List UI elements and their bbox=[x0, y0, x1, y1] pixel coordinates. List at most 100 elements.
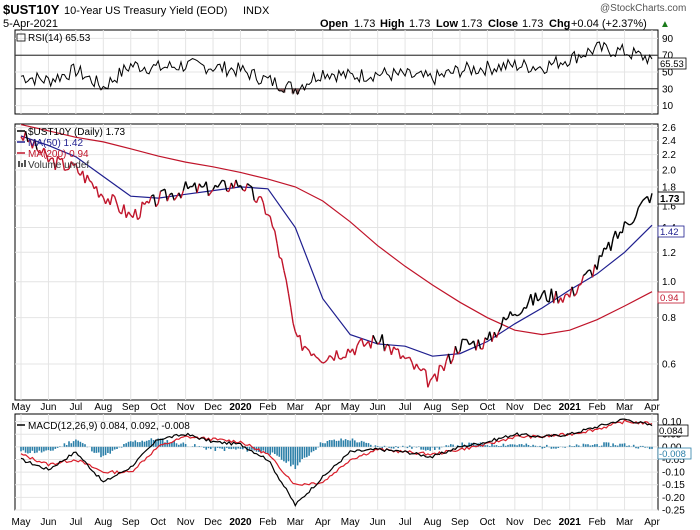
price-segment bbox=[571, 286, 575, 297]
price-segment bbox=[255, 196, 260, 203]
price-segment bbox=[466, 339, 470, 345]
price-segment bbox=[532, 292, 537, 306]
price-segment bbox=[187, 186, 191, 190]
price-segment bbox=[219, 179, 223, 185]
price-segment bbox=[422, 368, 427, 371]
price-segment bbox=[591, 264, 596, 278]
price-legend: $UST10Y (Daily) 1.73 bbox=[28, 127, 126, 138]
month-label: Apr bbox=[315, 517, 331, 528]
price-segment bbox=[139, 201, 143, 218]
macd-tick-label: -0.25 bbox=[662, 506, 685, 517]
price-segment bbox=[635, 207, 639, 217]
price-segment bbox=[212, 184, 216, 191]
month-label: Sep bbox=[122, 517, 140, 528]
date: 5-Apr-2021 bbox=[3, 18, 58, 30]
svg-text:-0.008: -0.008 bbox=[659, 449, 686, 460]
month-label: Nov bbox=[177, 517, 195, 528]
price-segment bbox=[573, 292, 578, 297]
price-segment bbox=[402, 355, 406, 360]
price-segment bbox=[628, 223, 632, 226]
price-segment bbox=[578, 283, 582, 286]
rsi-value-box: 65.53 bbox=[657, 57, 687, 70]
month-label: Feb bbox=[589, 402, 607, 413]
price-tick-label: 1.8 bbox=[662, 182, 676, 193]
ma200-legend: MA(200) 0.94 bbox=[28, 149, 89, 160]
price-tick-label: 2.0 bbox=[662, 165, 676, 176]
price-segment bbox=[171, 192, 175, 201]
month-label: Sep bbox=[122, 402, 140, 413]
price-segment bbox=[377, 341, 381, 345]
rsi-tick-label: 10 bbox=[662, 101, 674, 112]
price-segment bbox=[495, 331, 500, 338]
month-label: 2020 bbox=[229, 517, 252, 528]
price-segment bbox=[299, 335, 303, 351]
price-segment bbox=[457, 350, 461, 355]
close-value: 1.73 bbox=[522, 18, 543, 30]
low-value: 1.73 bbox=[461, 18, 482, 30]
watermark: @StockCharts.com bbox=[600, 3, 686, 14]
price-segment bbox=[228, 182, 232, 192]
price-segment bbox=[127, 211, 132, 216]
price-segment bbox=[320, 360, 324, 364]
month-label: Jun bbox=[370, 402, 386, 413]
price-segment bbox=[333, 350, 338, 361]
month-label: Mar bbox=[616, 517, 634, 528]
price-segment bbox=[543, 290, 548, 302]
price-segment bbox=[57, 155, 61, 161]
price-segment bbox=[454, 346, 459, 355]
price-segment bbox=[66, 168, 70, 171]
month-label: Sep bbox=[451, 517, 469, 528]
price-segment bbox=[340, 356, 344, 360]
price-segment bbox=[409, 357, 413, 363]
description: 10-Year US Treasury Yield (EOD) bbox=[64, 5, 227, 17]
price-segment bbox=[439, 364, 442, 367]
price-segment bbox=[95, 186, 100, 198]
month-label: May bbox=[12, 402, 31, 413]
price-segment bbox=[335, 350, 340, 359]
price-segment bbox=[260, 196, 264, 204]
price-segment bbox=[633, 215, 637, 222]
price-segment bbox=[601, 247, 605, 257]
macd-value-box: 0.084 bbox=[657, 424, 689, 437]
month-label: Feb bbox=[259, 402, 277, 413]
price-segment bbox=[329, 354, 333, 358]
ma50-value-box: 1.42 bbox=[657, 225, 685, 238]
price-segment bbox=[201, 185, 205, 188]
price-segment bbox=[372, 335, 377, 341]
chg-value: +0.04 (+2.37%) bbox=[571, 18, 647, 30]
price-segment bbox=[324, 359, 328, 363]
month-label: Oct bbox=[150, 402, 166, 413]
ma50-legend: MA(50) 1.42 bbox=[28, 138, 83, 149]
price-segment bbox=[326, 355, 331, 361]
close-label: Close bbox=[488, 18, 518, 30]
price-segment bbox=[582, 273, 587, 277]
price-segment bbox=[75, 163, 79, 173]
rsi-plot bbox=[15, 41, 658, 96]
price-segment bbox=[617, 231, 621, 239]
low-label: Low bbox=[436, 18, 458, 30]
price-segment bbox=[637, 203, 642, 209]
price-tick-label: 0.6 bbox=[662, 360, 676, 371]
open-value: 1.73 bbox=[354, 18, 375, 30]
price-segment bbox=[525, 301, 530, 309]
chg-label: Chg bbox=[549, 18, 570, 30]
price-segment bbox=[569, 286, 573, 298]
price-segment bbox=[363, 343, 367, 347]
price-segment bbox=[407, 356, 410, 359]
month-label: Jun bbox=[40, 517, 56, 528]
price-segment bbox=[415, 363, 420, 369]
month-label: Feb bbox=[259, 517, 277, 528]
price-segment bbox=[271, 226, 276, 232]
month-label: Apr bbox=[315, 402, 331, 413]
price-segment bbox=[516, 314, 520, 317]
price-tick-label: 2.6 bbox=[662, 123, 676, 134]
price-segment bbox=[612, 230, 617, 239]
price-segment bbox=[404, 357, 408, 360]
price-segment bbox=[290, 307, 294, 324]
rsi-line bbox=[20, 41, 653, 96]
price-panel bbox=[14, 123, 659, 401]
price-tick-label: 2.2 bbox=[662, 150, 676, 161]
price-segment bbox=[223, 180, 228, 192]
macd-plot bbox=[20, 418, 653, 507]
month-label: Sep bbox=[451, 402, 469, 413]
